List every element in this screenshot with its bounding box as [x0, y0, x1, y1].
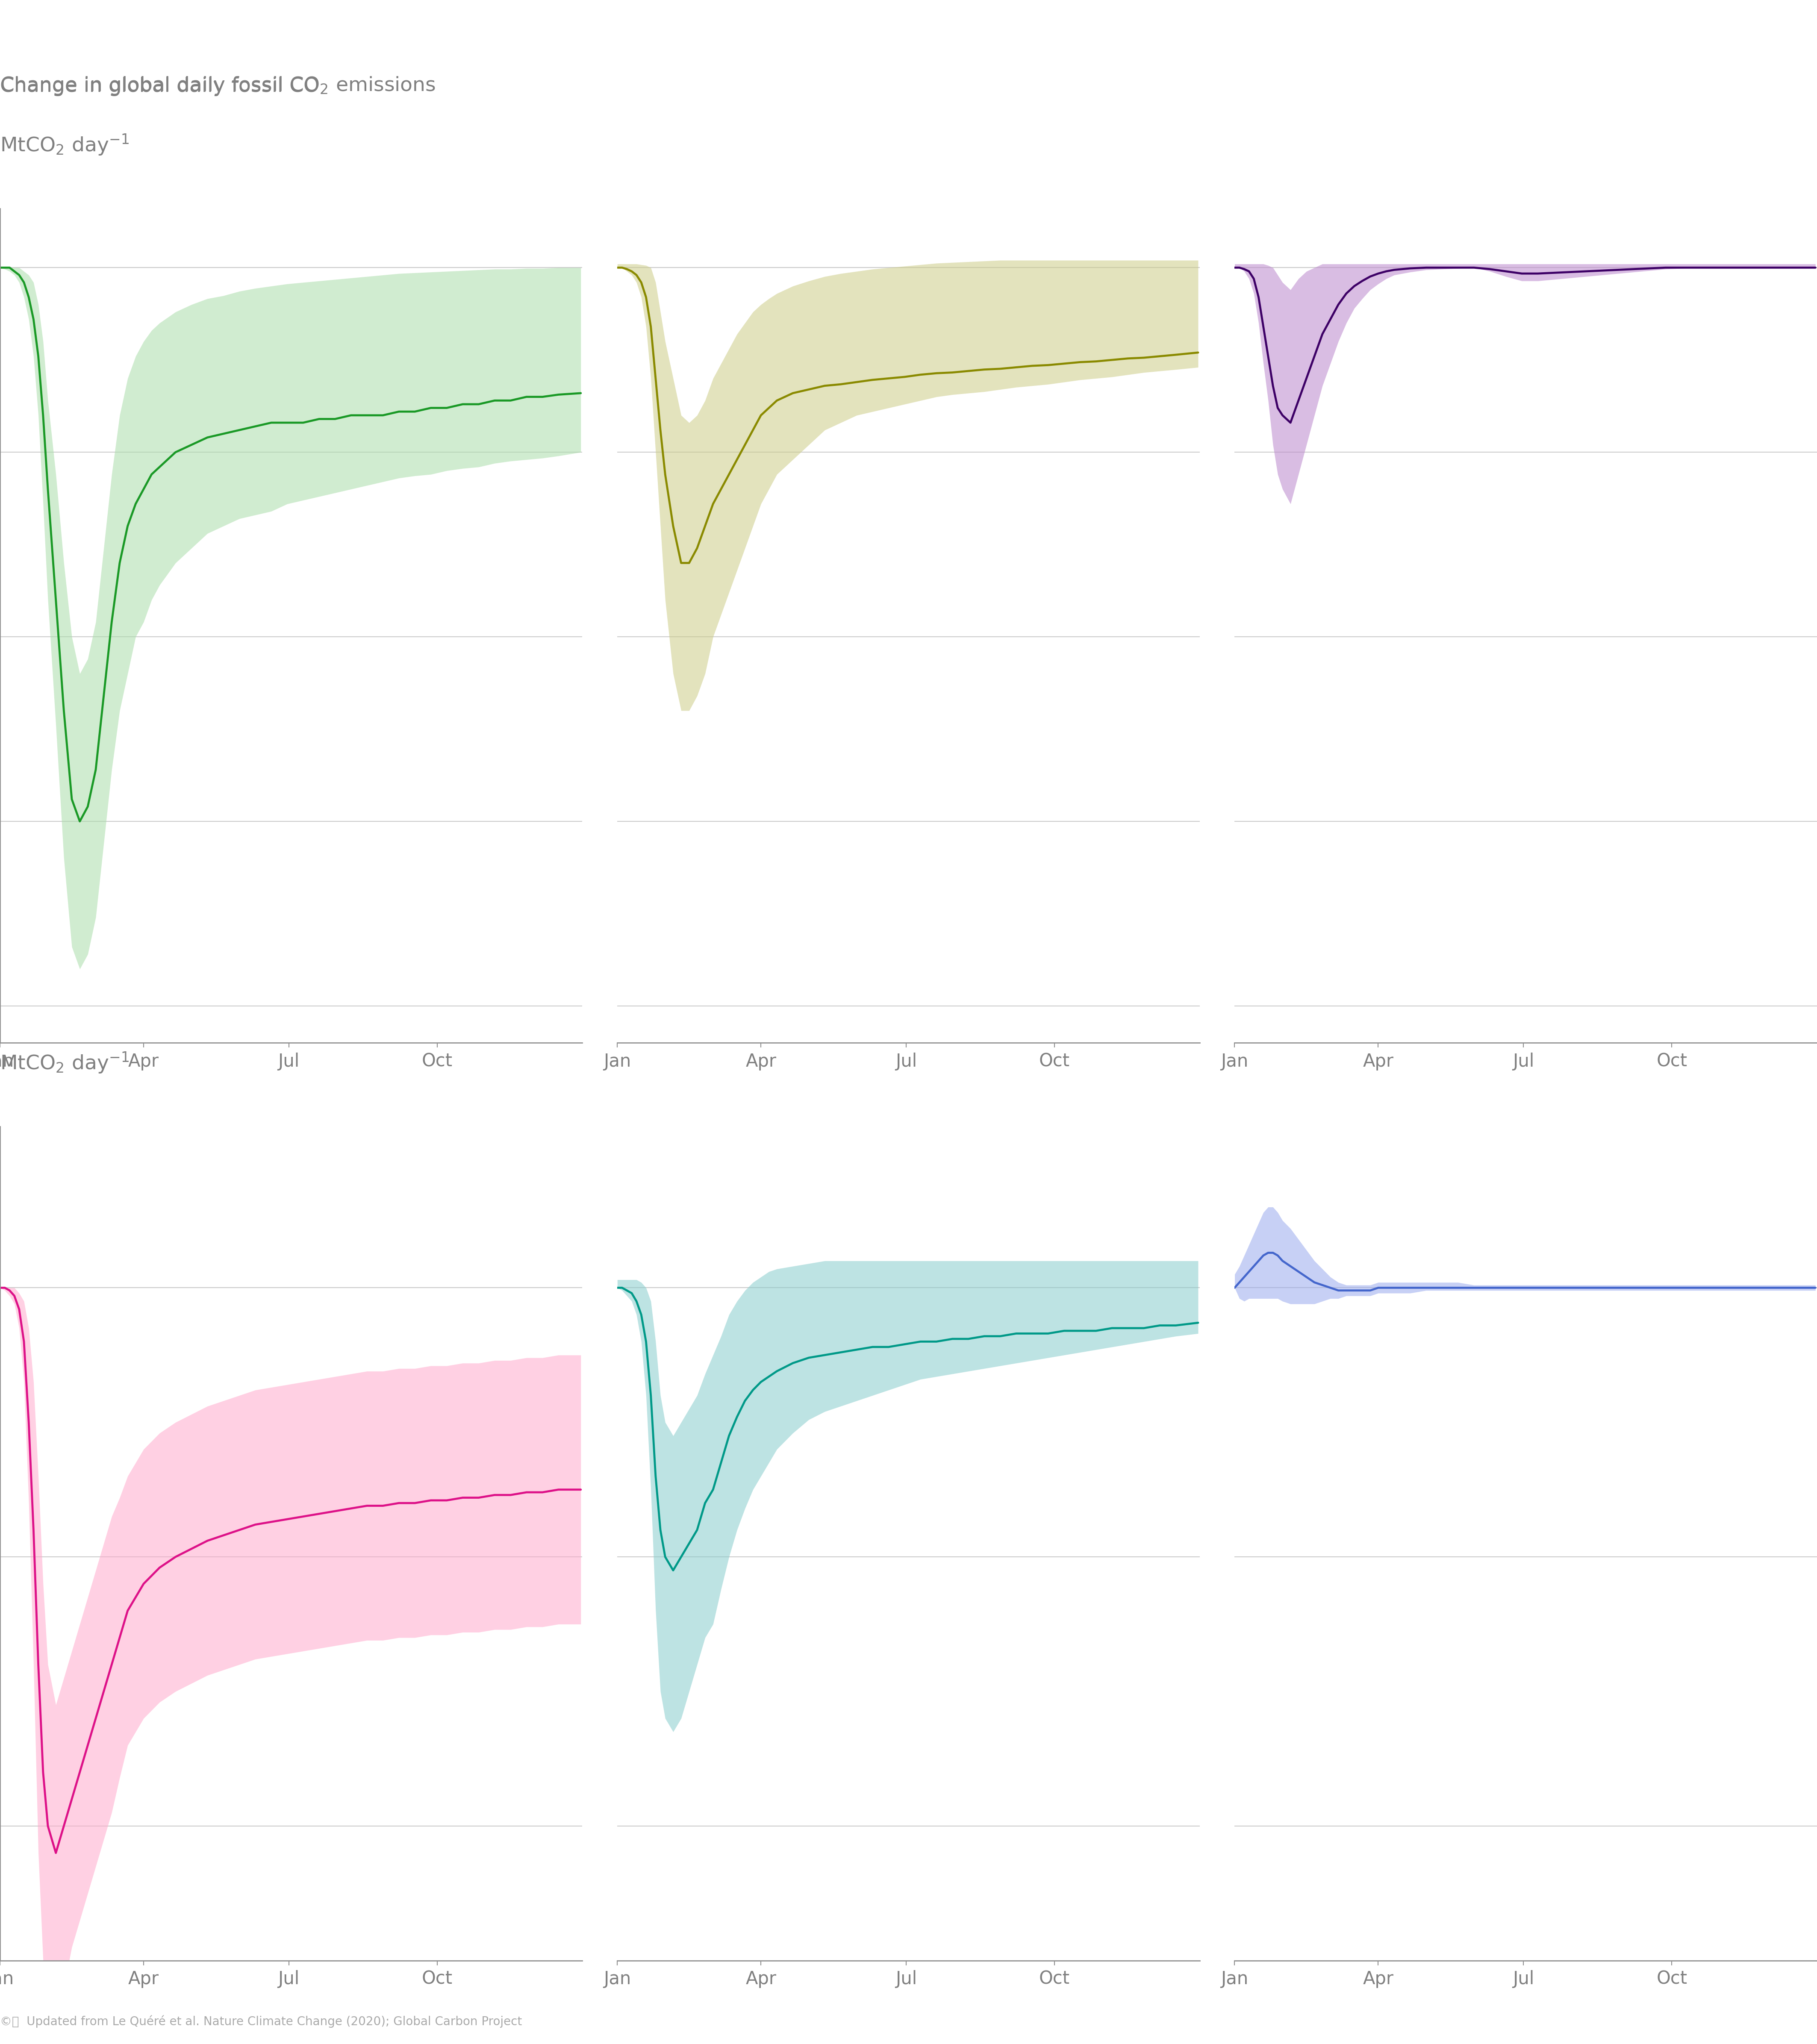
Text: Power: Power — [1490, 1159, 1561, 1179]
Text: MtCO$_2$ day$^{-1}$: MtCO$_2$ day$^{-1}$ — [0, 1051, 129, 1075]
Text: Change in global daily fossil CO: Change in global daily fossil CO — [0, 78, 320, 96]
Text: Surface Transport: Surface Transport — [189, 1159, 392, 1179]
Text: Change in global daily fossil CO$_2$ emissions: Change in global daily fossil CO$_2$ emi… — [0, 76, 436, 96]
Text: Industry: Industry — [861, 1159, 956, 1179]
Text: ©ⓘ  Updated from Le Quéré et al. Nature Climate Change (2020); Global Carbon Pro: ©ⓘ Updated from Le Quéré et al. Nature C… — [0, 2015, 521, 2028]
Text: MtCO$_2$ day$^{-1}$: MtCO$_2$ day$^{-1}$ — [0, 133, 129, 157]
